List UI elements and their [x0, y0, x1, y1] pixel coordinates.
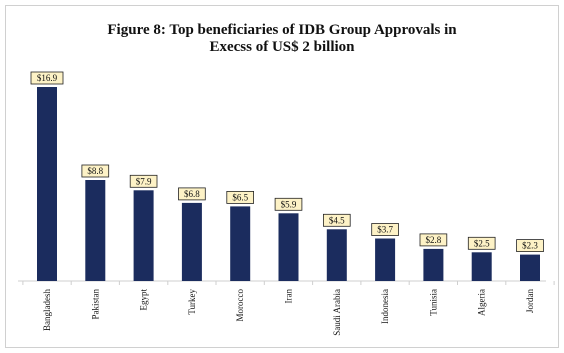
bars-group	[22, 87, 555, 285]
data-label-text: $6.5	[232, 192, 248, 202]
bar-jordan	[520, 254, 540, 281]
category-label: Egypt	[139, 289, 149, 311]
data-label-box	[81, 164, 110, 178]
data-label-text: $4.5	[329, 215, 345, 225]
data-label-box	[516, 239, 544, 253]
chart-title: Figure 8: Top beneficiaries of IDB Group…	[0, 22, 564, 56]
data-label: $2.8	[419, 233, 448, 247]
bar-indonesia	[375, 238, 396, 281]
data-label-text: $2.3	[522, 241, 538, 251]
data-labels-group: $16.9 $8.8 $7.9 $6.8 $6.5 $5.9 $4.5 $3.7 $2.8 $2.…	[30, 71, 544, 253]
category-label: Saudi Arabia	[332, 289, 342, 336]
data-label-box	[419, 233, 448, 247]
data-label: $2.3	[516, 239, 544, 253]
bar-turkey	[181, 202, 202, 281]
category-label: Indonesia	[380, 289, 390, 324]
category-label: Turkey	[187, 289, 197, 315]
category-label: Tunisia	[428, 289, 438, 316]
data-label-text: $2.8	[426, 235, 442, 245]
data-label-box	[371, 223, 399, 236]
data-label-text: $2.5	[474, 238, 490, 248]
data-label-text: $8.8	[87, 166, 103, 176]
bar-saudi-arabia	[326, 229, 347, 281]
data-label: $7.9	[129, 174, 158, 188]
data-label-box	[129, 174, 158, 188]
category-label: Iran	[284, 289, 294, 304]
data-label: $6.8	[178, 187, 206, 201]
category-label: Morocco	[235, 289, 245, 322]
data-label: $5.9	[274, 197, 303, 211]
category-label: Bangladesh	[42, 289, 52, 331]
data-label: $16.9	[30, 71, 64, 85]
data-label: $6.5	[226, 190, 255, 204]
category-label: Jordan	[525, 289, 535, 313]
bar-algeria	[471, 252, 492, 281]
bar-egypt	[133, 190, 154, 281]
category-labels-group: Bangladesh Pakistan Egypt Turkey Morocco Iran…	[42, 289, 535, 336]
data-label-box	[30, 71, 64, 85]
data-label-text: $7.9	[136, 176, 152, 186]
data-label: $4.5	[322, 213, 351, 227]
data-label-text: $5.9	[281, 199, 297, 209]
data-label-box	[178, 187, 206, 201]
data-label: $8.8	[81, 164, 110, 178]
data-label-text: $3.7	[377, 225, 393, 235]
bar-iran	[278, 213, 299, 281]
data-label: $2.5	[467, 236, 496, 250]
data-label-box	[274, 197, 303, 211]
category-label: Pakistan	[90, 289, 100, 320]
data-label-text: $6.8	[184, 189, 200, 199]
data-label-box	[467, 236, 496, 250]
chart-frame	[5, 5, 559, 348]
data-label-box	[322, 213, 351, 227]
data-label-box	[226, 190, 255, 204]
data-label: $3.7	[371, 223, 399, 236]
bar-morocco	[230, 206, 251, 281]
bar-tunisia	[423, 248, 444, 281]
chart-title-line-1: Figure 8: Top beneficiaries of IDB Group…	[107, 22, 457, 38]
data-label-text: $16.9	[37, 73, 58, 83]
category-label: Algeria	[477, 289, 487, 316]
bar-bangladesh	[37, 87, 57, 281]
chart-title-line-2: Execss of US$ 2 billion	[209, 39, 355, 55]
bar-pakistan	[85, 180, 106, 281]
